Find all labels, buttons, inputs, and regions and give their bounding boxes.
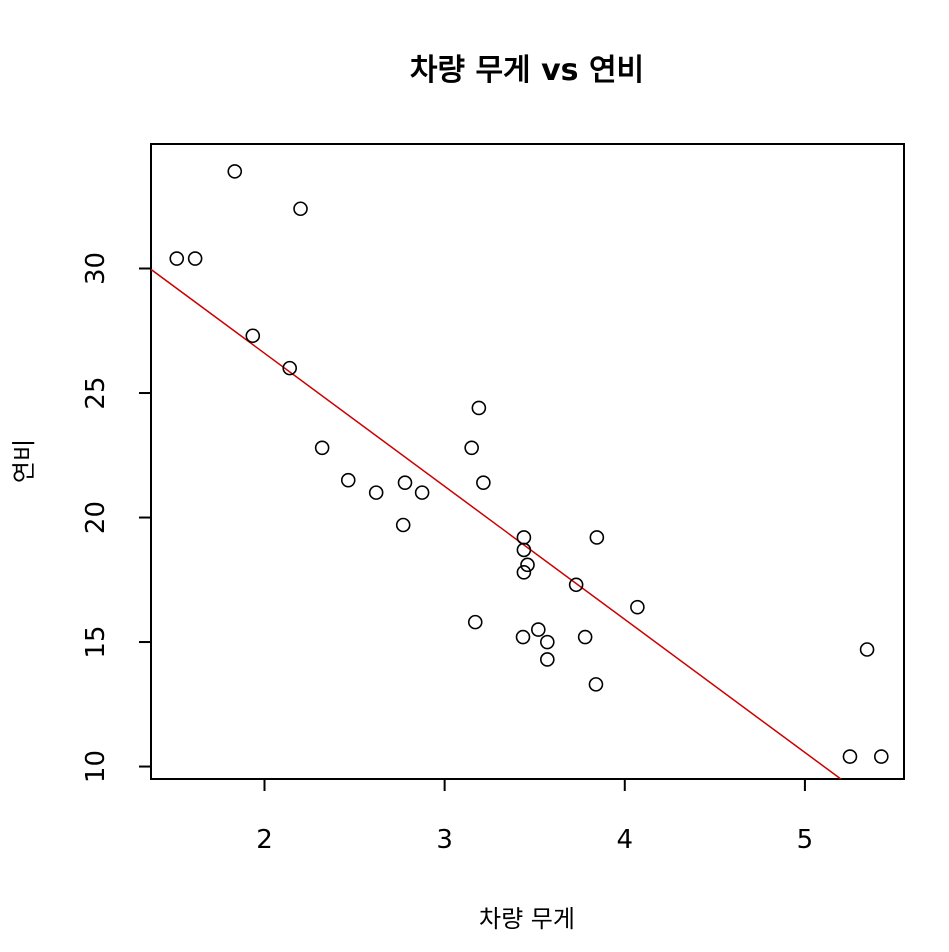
data-points — [169, 164, 889, 764]
data-point — [467, 614, 483, 630]
data-point — [515, 629, 531, 645]
data-point — [589, 530, 605, 545]
y-tick-label: 20 — [81, 501, 111, 534]
data-point — [227, 164, 243, 179]
y-tick-label: 30 — [81, 252, 111, 285]
data-point — [245, 328, 261, 344]
data-point — [282, 360, 298, 376]
data-point — [471, 400, 487, 416]
data-point — [540, 634, 555, 650]
data-point — [476, 475, 491, 490]
y-tick-label: 15 — [81, 625, 111, 658]
data-point — [414, 485, 430, 500]
data-point — [588, 677, 604, 692]
data-point — [859, 642, 875, 657]
y-tick-label: 10 — [81, 750, 111, 783]
data-point — [368, 485, 384, 500]
x-axis-label: 차량 무게 — [479, 905, 575, 933]
data-point — [516, 530, 532, 545]
data-point — [340, 472, 356, 488]
data-point — [187, 251, 203, 266]
data-point — [516, 565, 532, 580]
data-point — [293, 201, 308, 217]
y-axis: 10 15 20 25 30 — [81, 252, 152, 783]
data-point — [464, 440, 479, 456]
plot-area-border — [150, 143, 905, 780]
x-tick-label: 4 — [617, 825, 634, 855]
data-point — [568, 577, 584, 593]
data-point — [531, 622, 546, 637]
data-point — [540, 652, 555, 667]
data-point — [314, 440, 330, 456]
regression-line-group — [151, 268, 843, 779]
data-point — [169, 251, 185, 266]
x-tick-label: 2 — [256, 825, 273, 855]
x-tick-label: 5 — [797, 825, 814, 855]
data-point — [842, 749, 858, 764]
data-point — [630, 599, 645, 615]
data-point — [397, 475, 413, 490]
regression-line — [151, 268, 843, 779]
data-point — [577, 629, 593, 645]
data-point — [520, 557, 535, 573]
data-point — [874, 749, 889, 764]
x-axis: 2 3 4 5 — [256, 778, 814, 855]
data-point — [395, 517, 411, 533]
x-tick-label: 3 — [436, 825, 453, 855]
y-tick-label: 25 — [81, 376, 111, 409]
y-axis-label: 연비 — [10, 439, 38, 483]
chart-title: 차량 무게 vs 연비 — [410, 53, 644, 88]
